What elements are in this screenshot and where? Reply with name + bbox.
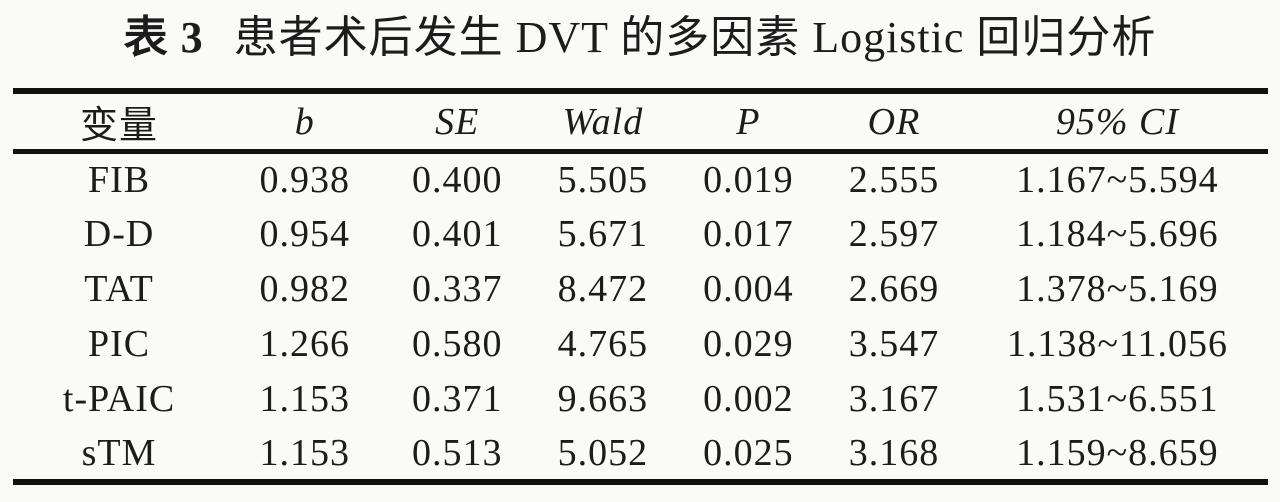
table-cell: 1.159~8.659 — [1016, 431, 1219, 474]
table-cell: 0.982 — [259, 268, 351, 310]
table-cell: 8.472 — [557, 268, 649, 310]
table-cell: 5.052 — [557, 431, 649, 474]
table-row: sTM 1.153 0.513 5.052 0.025 3.168 1.159~… — [13, 427, 1268, 482]
column-header-or: OR — [867, 100, 921, 143]
table-row: TAT 0.982 0.337 8.472 0.004 2.669 1.378~… — [13, 262, 1268, 317]
row-label: FIB — [87, 159, 151, 202]
table-cell: 2.669 — [848, 268, 940, 310]
table-cell: 2.555 — [848, 159, 940, 202]
table-body: FIB 0.938 0.400 5.505 0.019 2.555 1.167~… — [13, 152, 1268, 482]
column-header-p: P — [736, 100, 761, 143]
table-row: PIC 1.266 0.580 4.765 0.029 3.547 1.138~… — [13, 317, 1268, 372]
table-header-row: 变量 b SE Wald P OR 95% CI — [13, 91, 1268, 152]
regression-table: 变量 b SE Wald P OR 95% CI FIB 0.938 0.400… — [13, 88, 1268, 485]
row-label: PIC — [87, 323, 151, 365]
table-cell: 0.400 — [412, 159, 503, 202]
table-cell: 1.266 — [259, 323, 351, 365]
column-header-se: SE — [435, 100, 480, 143]
table-cell: 1.531~6.551 — [1016, 378, 1219, 420]
table-cell: 0.513 — [412, 431, 503, 474]
table-cell: 5.671 — [557, 213, 649, 255]
row-label: D-D — [83, 213, 155, 255]
table-cell: 0.019 — [703, 159, 794, 202]
table-cell: 9.663 — [557, 378, 649, 420]
table-cell: 1.378~5.169 — [1016, 268, 1219, 310]
column-header-variable: 变量 — [80, 105, 159, 147]
table-cell: 0.337 — [412, 268, 503, 310]
table-cell: 0.002 — [703, 378, 794, 420]
table-cell: 1.153 — [259, 431, 351, 474]
table-cell: 1.153 — [259, 378, 351, 420]
table-cell: 0.580 — [412, 323, 503, 365]
table-cell: 0.004 — [703, 268, 794, 310]
row-label: TAT — [84, 268, 154, 310]
table-cell: 2.597 — [848, 213, 940, 255]
table-cell: 5.505 — [557, 159, 649, 202]
table-cell: 0.029 — [703, 323, 794, 365]
table-cell: 0.025 — [703, 431, 794, 474]
table-cell: 1.167~5.594 — [1016, 159, 1219, 202]
table-cell: 1.184~5.696 — [1016, 213, 1219, 255]
table-caption-label: 表 3 — [123, 13, 204, 62]
column-header-ci: 95% CI — [1055, 100, 1179, 143]
column-header-wald: Wald — [562, 100, 644, 143]
table-row: t-PAIC 1.153 0.371 9.663 0.002 3.167 1.5… — [13, 372, 1268, 427]
table-cell: 3.167 — [848, 378, 940, 420]
table-caption: 表 3 患者术后发生 DVT 的多因素 Logistic 回归分析 — [0, 0, 1280, 64]
row-label: t-PAIC — [62, 378, 176, 420]
table-row: D-D 0.954 0.401 5.671 0.017 2.597 1.184~… — [13, 207, 1268, 262]
row-label: sTM — [81, 431, 157, 474]
table-cell: 0.401 — [412, 213, 503, 255]
table-cell: 0.954 — [259, 213, 351, 255]
table-cell: 0.371 — [412, 378, 503, 420]
table-cell: 4.765 — [557, 323, 649, 365]
table-caption-title: 患者术后发生 DVT 的多因素 Logistic 回归分析 — [233, 13, 1157, 62]
table-cell: 3.547 — [848, 323, 940, 365]
table-cell: 1.138~11.056 — [1006, 323, 1228, 365]
table-cell: 3.168 — [848, 431, 940, 474]
table-cell: 0.938 — [259, 159, 351, 202]
table-row: FIB 0.938 0.400 5.505 0.019 2.555 1.167~… — [13, 152, 1268, 207]
column-header-b: b — [294, 100, 315, 143]
table-cell: 0.017 — [703, 213, 794, 255]
